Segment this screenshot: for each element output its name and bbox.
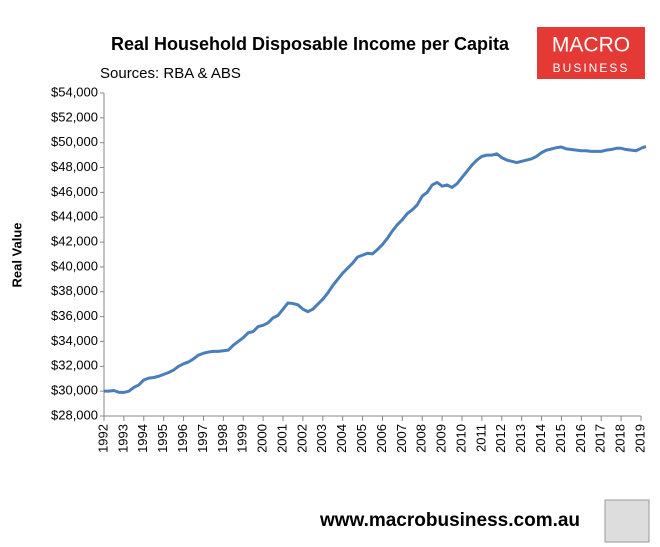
- y-tick-label: $40,000: [51, 258, 98, 273]
- x-tick-label: 2006: [374, 424, 389, 453]
- x-tick-label: 2014: [533, 424, 548, 453]
- logo-box: [537, 27, 645, 79]
- y-tick-label: $42,000: [51, 234, 98, 249]
- y-axis-label: Real Value: [9, 222, 24, 287]
- x-tick-label: 2018: [613, 424, 628, 453]
- logo-text: BUSINESS: [553, 61, 630, 75]
- y-tick-label: $34,000: [51, 333, 98, 348]
- logo-icon: [604, 499, 650, 543]
- x-tick-label: 2002: [294, 424, 309, 453]
- x-tick-label: 2001: [274, 424, 289, 453]
- y-tick-label: $32,000: [51, 358, 98, 373]
- x-tick-label: 1996: [175, 424, 190, 453]
- y-tick-label: $36,000: [51, 308, 98, 323]
- logo-text: MACRO: [552, 34, 630, 57]
- x-tick-label: 1999: [235, 424, 250, 453]
- x-tick-label: 2005: [354, 424, 369, 453]
- x-tick-label: 2012: [493, 424, 508, 453]
- y-tick-label: $50,000: [51, 134, 98, 149]
- x-tick-label: 2007: [394, 424, 409, 453]
- y-tick-label: $38,000: [51, 283, 98, 298]
- y-tick-label: $28,000: [51, 407, 98, 422]
- y-tick-label: $52,000: [51, 109, 98, 124]
- x-tick-label: 2004: [334, 424, 349, 453]
- x-tick-label: 2013: [513, 424, 528, 453]
- chart-subtitle: Sources: RBA & ABS: [100, 65, 241, 82]
- x-tick-label: 2009: [434, 424, 449, 453]
- x-tick-label: 2017: [593, 424, 608, 453]
- footer-url: www.macrobusiness.com.au: [319, 510, 580, 531]
- y-tick-label: $30,000: [51, 383, 98, 398]
- chart-title: Real Household Disposable Income per Cap…: [111, 34, 510, 54]
- x-tick-label: 2008: [414, 424, 429, 453]
- x-tick-label: 1993: [115, 424, 130, 453]
- y-tick-label: $44,000: [51, 209, 98, 224]
- y-tick-label: $48,000: [51, 159, 98, 174]
- x-tick-label: 1997: [195, 424, 210, 453]
- x-tick-label: 2019: [632, 424, 647, 453]
- x-tick-label: 1998: [215, 424, 230, 453]
- x-tick-label: 1994: [135, 424, 150, 453]
- y-tick-label: $46,000: [51, 184, 98, 199]
- x-tick-label: 2010: [453, 424, 468, 453]
- x-tick-label: 2015: [553, 424, 568, 453]
- y-tick-label: $54,000: [51, 84, 98, 99]
- x-tick-label: 2003: [314, 424, 329, 453]
- x-tick-label: 1995: [155, 424, 170, 453]
- x-tick-label: 2011: [473, 424, 488, 452]
- data-line: [104, 145, 647, 394]
- x-tick-label: 2016: [573, 424, 588, 453]
- x-tick-label: 1992: [95, 424, 110, 453]
- x-tick-label: 2000: [255, 424, 270, 453]
